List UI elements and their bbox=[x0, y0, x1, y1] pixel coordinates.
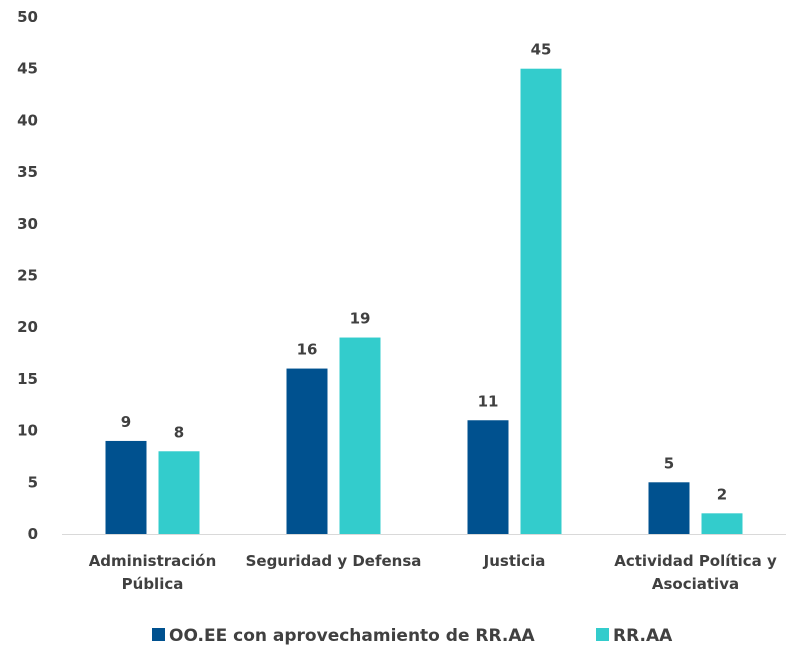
data-label: 45 bbox=[531, 41, 552, 59]
y-tick-label: 15 bbox=[17, 370, 38, 388]
data-label: 16 bbox=[297, 341, 318, 359]
legend-swatch bbox=[596, 628, 609, 641]
y-tick-label: 45 bbox=[17, 60, 38, 78]
bar-ooee bbox=[467, 420, 509, 534]
y-axis-ticks: 0 5 10 15 20 25 30 35 40 45 50 bbox=[17, 8, 38, 543]
data-label: 5 bbox=[664, 454, 674, 472]
bar-ooee bbox=[286, 368, 328, 534]
category-label: Seguridad y Defensa bbox=[246, 552, 422, 570]
legend-label: RR.AA bbox=[613, 626, 673, 645]
y-tick-label: 40 bbox=[17, 111, 38, 129]
data-label: 19 bbox=[350, 310, 371, 328]
data-label: 9 bbox=[121, 413, 131, 431]
legend: OO.EE con aprovechamiento de RR.AA RR.AA bbox=[152, 626, 673, 645]
category-label: Pública bbox=[122, 575, 184, 593]
bars bbox=[105, 68, 743, 534]
category-label: Administración bbox=[89, 552, 217, 570]
y-tick-label: 25 bbox=[17, 267, 38, 285]
bar-ooee bbox=[648, 482, 690, 534]
y-tick-label: 0 bbox=[28, 525, 38, 543]
legend-swatch bbox=[152, 628, 165, 641]
bar-rraa bbox=[158, 451, 200, 534]
y-tick-label: 30 bbox=[17, 215, 38, 233]
y-tick-label: 5 bbox=[28, 473, 38, 491]
category-label: Asociativa bbox=[652, 575, 739, 593]
data-labels: 9 8 16 19 11 45 5 2 bbox=[121, 41, 727, 504]
data-label: 11 bbox=[478, 392, 499, 410]
category-labels: Administración Pública Seguridad y Defensa… bbox=[89, 552, 777, 593]
data-label: 8 bbox=[174, 423, 184, 441]
bar-ooee bbox=[105, 440, 147, 534]
category-label: Actividad Política y bbox=[614, 552, 777, 570]
bar-rraa bbox=[520, 68, 562, 534]
data-label: 2 bbox=[717, 485, 727, 503]
y-tick-label: 50 bbox=[17, 8, 38, 26]
bar-rraa bbox=[701, 513, 743, 534]
bar-rraa bbox=[339, 337, 381, 534]
legend-label: OO.EE con aprovechamiento de RR.AA bbox=[169, 626, 536, 645]
category-label: Justicia bbox=[483, 552, 546, 570]
y-tick-label: 35 bbox=[17, 163, 38, 181]
y-tick-label: 10 bbox=[17, 422, 38, 440]
y-tick-label: 20 bbox=[17, 318, 38, 336]
